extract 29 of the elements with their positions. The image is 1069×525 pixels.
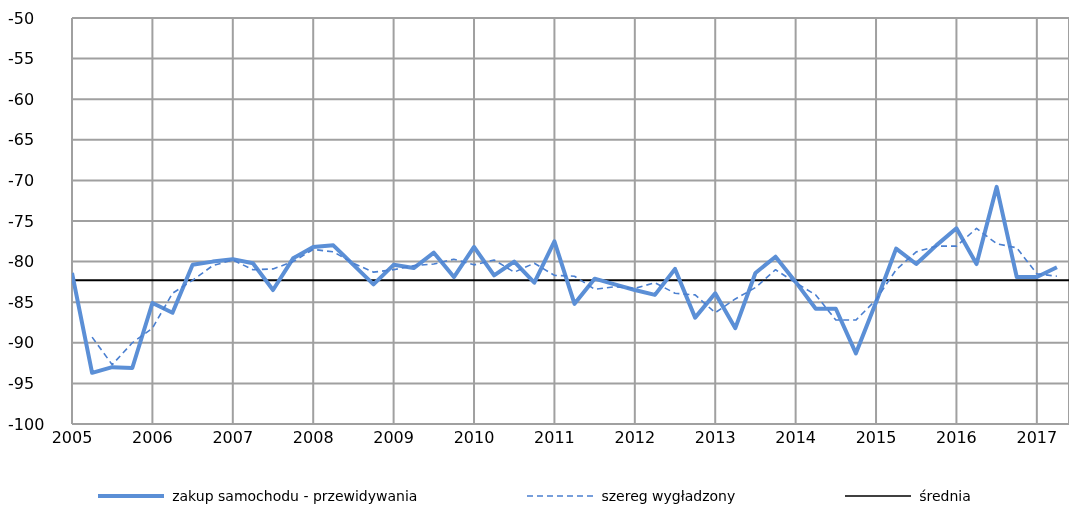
x-tick-label: 2010 bbox=[453, 428, 495, 448]
x-tick-label: 2011 bbox=[534, 428, 575, 448]
x-tick-label: 2006 bbox=[132, 428, 173, 448]
line-series bbox=[72, 184, 1059, 375]
y-tick-label: -65 bbox=[8, 130, 35, 150]
y-tick-label: -100 bbox=[8, 414, 45, 434]
x-tick-label: 2014 bbox=[775, 428, 816, 448]
x-tick-label: 2007 bbox=[212, 428, 254, 448]
x-tick-label: 2012 bbox=[614, 428, 656, 448]
y-tick-label: -95 bbox=[8, 374, 35, 394]
x-tick-label: 2017 bbox=[1016, 428, 1058, 448]
x-tick-label: 2009 bbox=[373, 428, 414, 448]
y-tick-label: -75 bbox=[8, 211, 35, 231]
x-tick-label: 2013 bbox=[694, 428, 736, 448]
y-tick-label: -80 bbox=[8, 252, 35, 272]
x-tick-label: 2016 bbox=[936, 428, 977, 448]
y-tick-label: -55 bbox=[8, 49, 35, 69]
y-tick-label: -85 bbox=[8, 292, 35, 312]
y-tick-label: -90 bbox=[8, 333, 35, 353]
legend-label: zakup samochodu - przewidywania bbox=[172, 488, 418, 504]
line-series bbox=[91, 227, 1058, 366]
x-tick-label: 2015 bbox=[855, 428, 897, 448]
legend-label: szereg wygładzony bbox=[601, 488, 736, 504]
legend-label: średnia bbox=[919, 488, 971, 504]
y-tick-label: -70 bbox=[8, 171, 35, 191]
y-tick-label: -60 bbox=[8, 89, 35, 109]
y-tick-label: -50 bbox=[8, 8, 35, 28]
x-tick-label: 2005 bbox=[51, 428, 93, 448]
x-tick-label: 2008 bbox=[292, 428, 334, 448]
